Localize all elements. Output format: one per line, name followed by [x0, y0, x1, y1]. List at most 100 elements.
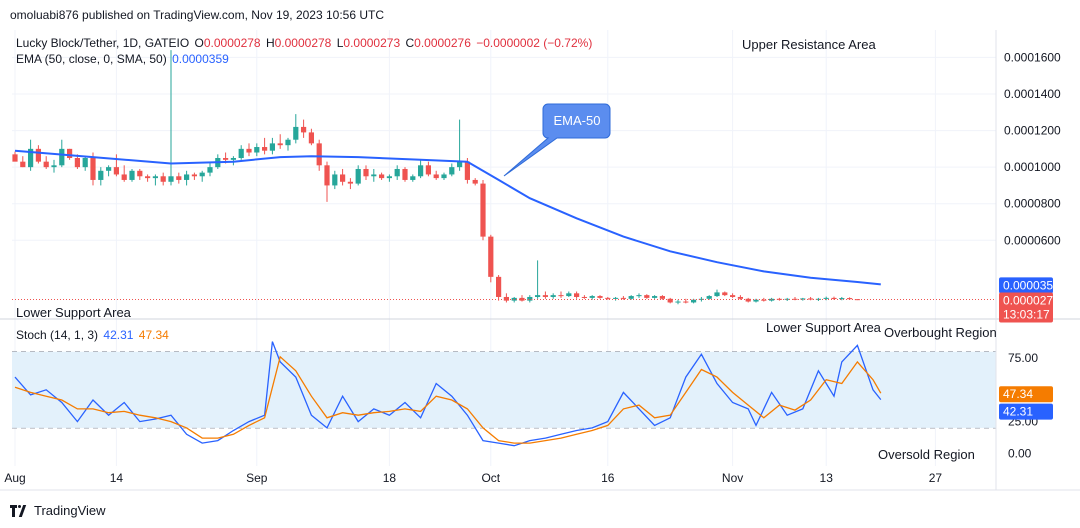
stoch-k-badge-text: 42.31	[1003, 405, 1033, 419]
candle-body	[761, 299, 767, 301]
time-tick-label: 27	[929, 471, 943, 485]
stoch-d-line	[14, 355, 882, 444]
candle-body	[503, 296, 509, 301]
candle-body	[722, 292, 728, 296]
candle-body	[43, 161, 49, 168]
candle-body	[613, 297, 619, 299]
time-tick-label: Aug	[4, 471, 25, 485]
candle-body	[714, 292, 720, 297]
candle-body	[558, 295, 564, 297]
candle-body	[784, 298, 790, 300]
low-label: L	[336, 36, 344, 50]
candle-body	[98, 170, 104, 180]
ema-legend[interactable]: EMA (50, close, 0, SMA, 50) 0.0000359	[16, 52, 231, 66]
price-tick-label: 0.0001000	[1004, 160, 1061, 174]
candle-body	[464, 161, 470, 180]
candle-body	[667, 298, 673, 303]
time-tick-label: 18	[383, 471, 397, 485]
candle-body	[574, 293, 580, 297]
candle-body	[35, 148, 41, 162]
candle-body	[301, 126, 307, 133]
candle-body	[308, 132, 314, 144]
candle-body	[652, 296, 658, 298]
candle-body	[550, 295, 556, 297]
candles-layer	[12, 50, 860, 305]
candle-body	[831, 297, 837, 299]
candle-body	[324, 165, 330, 186]
upper-resistance-label: Upper Resistance Area	[742, 37, 876, 52]
candle-body	[363, 168, 369, 177]
candle-body	[238, 148, 244, 158]
candle-body	[410, 176, 416, 180]
ohlc-legend: Lucky Block/Tether, 1D, GATEIO O0.000027…	[16, 36, 594, 50]
candle-body	[511, 297, 517, 301]
candle-body	[12, 154, 18, 162]
candle-body	[51, 165, 57, 168]
time-tick-label: Sep	[246, 471, 268, 485]
symbol-label[interactable]: Lucky Block/Tether, 1D, GATEIO	[16, 36, 190, 50]
candle-body	[488, 236, 494, 277]
candle-body	[753, 299, 759, 302]
candle-body	[379, 174, 385, 179]
candle-body	[542, 295, 548, 297]
candle-body	[230, 158, 236, 160]
candle-body	[683, 301, 689, 303]
candle-body	[441, 174, 447, 179]
ema-price-badge: 0.0000359	[999, 277, 1060, 294]
candle-body	[246, 148, 252, 153]
candle-body	[20, 161, 26, 168]
candle-body	[293, 126, 299, 140]
candle-body	[527, 296, 533, 301]
stoch-k-badge-bg	[999, 403, 1053, 420]
candle-body	[589, 296, 595, 298]
stoch-d-badge-text: 47.34	[1003, 387, 1033, 401]
publish-line: omoluabi876 published on TradingView.com…	[10, 8, 385, 22]
ema-50-line	[14, 149, 881, 286]
candle-body	[129, 170, 135, 180]
candle-body	[597, 296, 603, 298]
stoch-legend[interactable]: Stoch (14, 1, 3) 42.31 47.34	[16, 328, 171, 342]
candle-body	[285, 139, 291, 146]
price-tick-label: 0.0001600	[1004, 50, 1061, 64]
candle-body	[191, 174, 197, 177]
candle-body	[854, 299, 860, 301]
candle-body	[152, 176, 158, 179]
candle-body	[628, 296, 634, 299]
candle-body	[839, 298, 845, 300]
footer-brand[interactable]: TradingView	[10, 503, 106, 518]
candle-body	[730, 295, 736, 297]
candle-body	[121, 174, 127, 180]
stoch-tick-label: 75.00	[1008, 351, 1038, 365]
candle-body	[371, 174, 377, 177]
candle-body	[113, 167, 119, 175]
candle-body	[74, 158, 80, 168]
candle-body	[636, 295, 642, 297]
footer-brand-label: TradingView	[34, 503, 106, 518]
ema-legend-value: 0.0000359	[172, 52, 229, 66]
candle-body	[223, 158, 229, 160]
candle-body	[691, 299, 697, 303]
candle-body	[823, 297, 829, 299]
candle-body	[82, 158, 88, 168]
close-badge-price: 0.0000276	[1003, 294, 1060, 308]
candle-body	[706, 296, 712, 299]
close-badge-bg	[999, 292, 1053, 323]
candle-body	[137, 170, 143, 177]
candle-body	[262, 147, 268, 151]
time-tick-label: 13	[820, 471, 834, 485]
stoch-tick-label: 0.00	[1008, 446, 1032, 460]
candle-body	[160, 176, 166, 182]
candle-body	[425, 165, 431, 175]
axes-layer: 0.0001600 0.0001400 0.0001200 0.0001000 0.00…	[0, 30, 1080, 491]
ema-legend-label: EMA (50, close, 0, SMA, 50)	[16, 52, 167, 66]
candle-body	[808, 298, 814, 300]
candle-body	[737, 296, 743, 299]
stoch-d-badge-bg	[999, 386, 1053, 403]
stoch-legend-label: Stoch (14, 1, 3)	[16, 328, 99, 342]
stoch-d-badge: 47.34	[999, 386, 1053, 403]
candle-body	[277, 143, 283, 146]
candle-body	[402, 168, 408, 180]
time-tick-label: Nov	[722, 471, 743, 485]
candle-body	[698, 298, 704, 300]
